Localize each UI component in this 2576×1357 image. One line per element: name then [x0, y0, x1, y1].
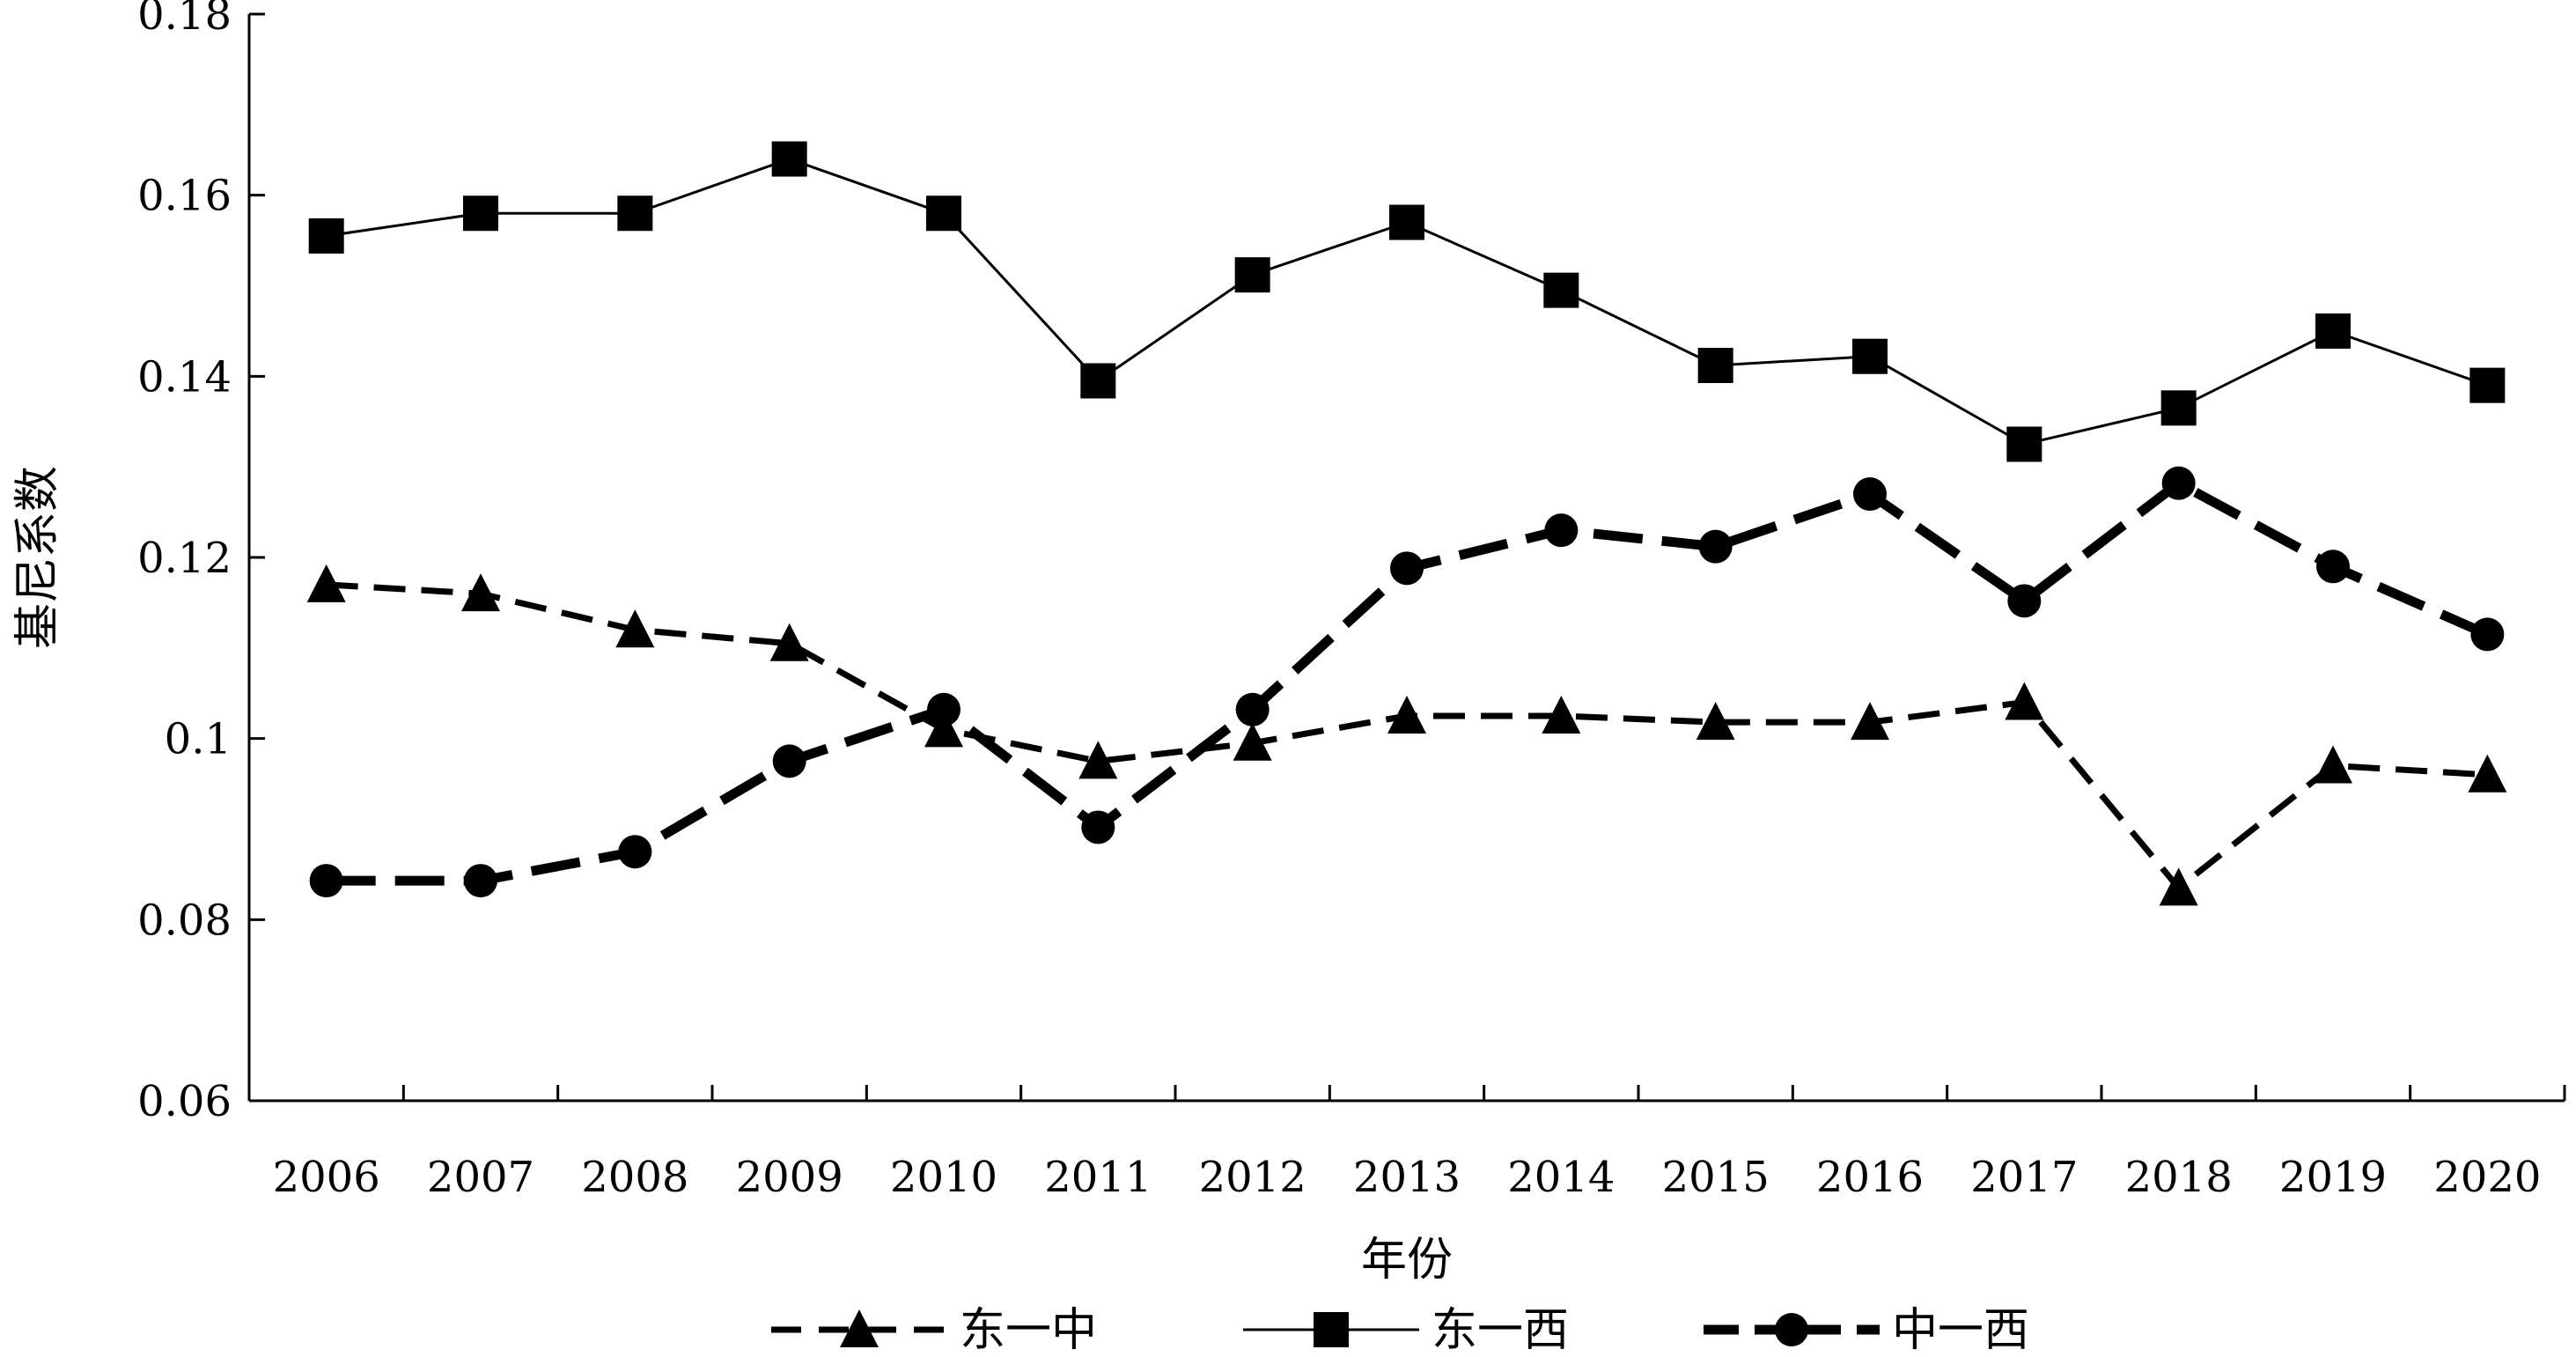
data-point — [1080, 363, 1116, 399]
data-point — [1697, 347, 1733, 383]
data-point — [1081, 810, 1115, 844]
x-tick-label: 2007 — [427, 1153, 534, 1202]
legend-item-3: 中一西 — [1704, 1304, 2029, 1357]
axis-labels: 基尼系数 年份 — [11, 466, 1453, 1287]
y-tick-label: 0.18 — [137, 0, 232, 40]
x-tick-label: 2014 — [1507, 1153, 1615, 1202]
data-point — [1852, 338, 1888, 374]
data-point — [927, 692, 960, 726]
data-point — [2159, 867, 2198, 906]
x-tick-label: 2016 — [1816, 1153, 1924, 1202]
data-point — [1078, 741, 1118, 779]
data-point — [617, 195, 653, 232]
data-point — [2470, 617, 2505, 652]
x-tick-label: 2009 — [736, 1153, 843, 1202]
x-tick-label: 2006 — [273, 1153, 380, 1202]
data-point — [1234, 257, 1270, 293]
data-point — [1696, 702, 1735, 741]
x-tick-label: 2015 — [1662, 1153, 1770, 1202]
data-point — [309, 864, 343, 898]
data-point — [306, 564, 346, 602]
data-point — [2314, 745, 2352, 784]
legend-label: 东一西 — [1432, 1304, 1569, 1357]
series-2 — [308, 141, 2506, 462]
data-point — [771, 141, 807, 177]
data-point — [2006, 426, 2042, 462]
legend-marker — [1314, 1312, 1349, 1347]
legend-marker — [1775, 1313, 1808, 1346]
data-point — [2160, 390, 2197, 426]
data-point — [2468, 754, 2507, 793]
y-tick-label: 0.14 — [137, 352, 232, 402]
legend-marker — [840, 1309, 879, 1347]
series-layer — [306, 141, 2507, 906]
data-point — [463, 195, 498, 232]
series-line — [326, 581, 2488, 891]
legend-label: 东一中 — [960, 1304, 1097, 1357]
data-point — [1543, 272, 1579, 308]
legend-label: 中一西 — [1892, 1304, 2029, 1357]
x-tick-label: 2019 — [2279, 1153, 2387, 1202]
x-tick-label: 2017 — [1970, 1153, 2078, 1202]
data-point — [464, 864, 497, 898]
data-point — [1698, 529, 1733, 564]
x-tick-label: 2018 — [2125, 1153, 2233, 1202]
series-line — [326, 478, 2490, 886]
data-point — [1390, 551, 1424, 586]
data-point — [1233, 722, 1272, 761]
data-point — [2469, 367, 2506, 403]
data-point — [618, 835, 652, 869]
data-point — [1544, 513, 1579, 548]
legend-item-1: 东一中 — [771, 1304, 1097, 1357]
series-1 — [306, 564, 2507, 906]
x-tick-label: 2010 — [890, 1153, 997, 1202]
axes: 0.06 0.08 0.1 0.12 0.14 0.16 0.18 2006 2007 2008 2… — [137, 0, 2566, 1202]
data-point — [2161, 466, 2196, 500]
x-tick-label: 2012 — [1199, 1153, 1306, 1202]
data-point — [769, 623, 809, 661]
y-tick-label: 0.08 — [137, 896, 232, 945]
x-tick-label: 2013 — [1353, 1153, 1461, 1202]
x-axis-title: 年份 — [1361, 1234, 1453, 1287]
data-point — [2007, 584, 2042, 618]
legend: 东一中 东一西 中一西 — [771, 1304, 2029, 1357]
data-point — [1542, 695, 1581, 734]
data-point — [2005, 682, 2044, 720]
data-point — [2316, 549, 2350, 584]
data-point — [308, 218, 344, 254]
x-tick-label: 2020 — [2433, 1153, 2541, 1202]
data-point — [1851, 702, 1889, 741]
data-point — [926, 195, 961, 232]
y-tick-label: 0.16 — [137, 172, 232, 221]
series-3 — [309, 466, 2505, 898]
data-point — [772, 744, 806, 778]
y-axis-title: 基尼系数 — [11, 466, 64, 649]
legend-item-2: 东一西 — [1243, 1304, 1569, 1357]
x-tick-label: 2011 — [1044, 1153, 1152, 1202]
data-point — [1389, 204, 1424, 240]
y-tick-label: 0.12 — [137, 534, 232, 583]
y-tick-label: 0.06 — [137, 1077, 232, 1126]
data-point — [924, 709, 963, 748]
data-point — [461, 573, 500, 612]
data-point — [1853, 477, 1887, 512]
data-point — [1387, 695, 1426, 734]
y-tick-label: 0.1 — [165, 715, 232, 764]
x-tick-label: 2008 — [581, 1153, 688, 1202]
data-point — [2315, 313, 2351, 349]
data-point — [615, 609, 655, 648]
data-point — [1235, 692, 1270, 726]
